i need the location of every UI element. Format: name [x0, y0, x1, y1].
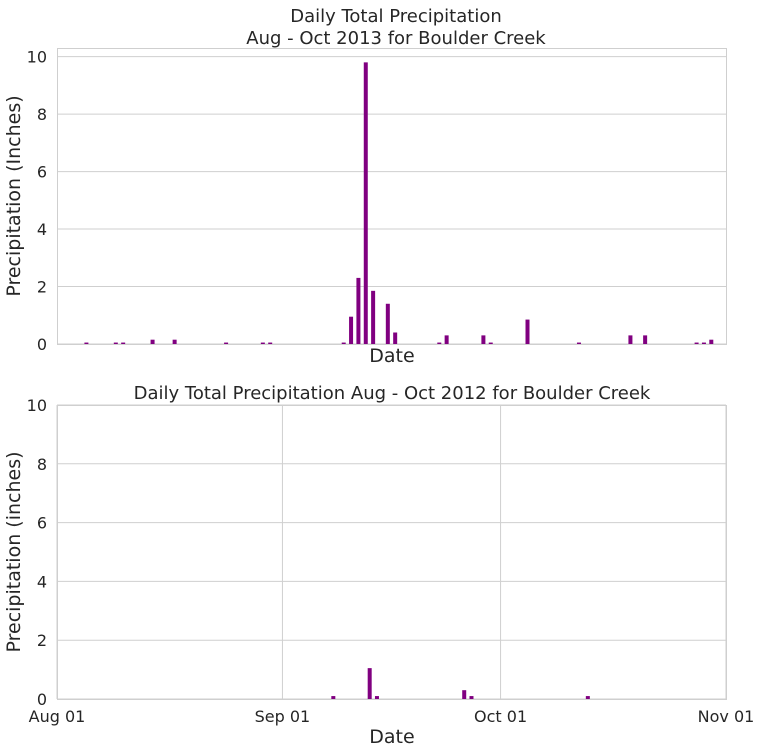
- chart-2013-bar: [709, 339, 714, 344]
- chart-2013-bar: [113, 342, 118, 344]
- chart-2013-bar: [701, 342, 706, 344]
- chart-2012-y-tick-label: 4: [37, 572, 47, 591]
- chart-2013-plot-frame: [57, 48, 727, 345]
- chart-2013-title: Daily Total Precipitation: [290, 6, 502, 27]
- chart-2012-x-tick-label: Aug 01: [29, 707, 86, 726]
- chart-2013-bar: [628, 335, 633, 344]
- chart-2013-bar: [437, 342, 442, 344]
- chart-2013: Daily Total Precipitation Aug - Oct 2013…: [3, 6, 727, 367]
- chart-2013-bar: [84, 342, 89, 344]
- chart-2013-bars: [84, 62, 714, 345]
- chart-2012-bar: [331, 696, 336, 699]
- chart-2012-y-tick-label: 6: [37, 514, 47, 533]
- chart-2012-x-axis-label: Date: [369, 726, 414, 748]
- chart-2013-y-ticks: 0 2 4 6 8 10: [27, 48, 47, 354]
- chart-2013-bar: [525, 319, 530, 344]
- chart-2012: Daily Total Precipitation Aug - Oct 2012…: [3, 383, 754, 748]
- chart-2013-y-tick-label: 6: [37, 163, 47, 182]
- chart-2013-bar: [576, 342, 581, 344]
- chart-2012-bar: [367, 668, 372, 699]
- chart-2012-bar: [469, 696, 474, 699]
- chart-2013-y-tick-label: 8: [37, 105, 47, 124]
- chart-2013-gridlines: [57, 56, 726, 345]
- chart-2013-bar: [363, 62, 368, 345]
- chart-2012-y-tick-label: 10: [27, 396, 47, 415]
- chart-2013-bar: [121, 342, 126, 344]
- chart-2012-y-ticks: 0 2 4 6 8 10: [27, 396, 47, 709]
- chart-2013-bar: [260, 342, 265, 344]
- chart-2013-x-axis-label: Date: [369, 345, 414, 367]
- chart-2013-bar: [224, 342, 229, 344]
- chart-2013-bar: [643, 335, 648, 344]
- chart-2013-y-axis-label: Precipitation (Inches): [3, 95, 25, 296]
- chart-2013-y-tick-label: 2: [37, 278, 47, 297]
- chart-2013-bar: [488, 342, 493, 344]
- chart-2013-bar: [268, 342, 273, 344]
- chart-2012-plot-frame: [57, 405, 727, 700]
- chart-2013-bar: [371, 290, 376, 344]
- chart-2012-x-tick-label: Nov 01: [698, 707, 755, 726]
- chart-2013-y-tick-label: 10: [27, 48, 47, 67]
- chart-2012-gridlines: [56, 404, 727, 700]
- chart-2012-x-tick-label: Oct 01: [474, 707, 527, 726]
- chart-2013-bar: [481, 335, 486, 344]
- chart-2013-subtitle: Aug - Oct 2013 for Boulder Creek: [246, 28, 546, 49]
- chart-2012-y-axis-label: Precipitation (inches): [3, 451, 25, 652]
- chart-2012-bar: [462, 690, 467, 699]
- chart-2013-bar: [349, 316, 354, 344]
- chart-2013-y-tick-label: 0: [37, 335, 47, 354]
- chart-2012-x-ticks: Aug 01 Sep 01 Oct 01 Nov 01: [29, 707, 755, 726]
- chart-2013-bar: [150, 339, 155, 344]
- chart-2012-bar: [374, 696, 379, 699]
- chart-2013-bar: [694, 342, 699, 344]
- chart-2013-y-tick-label: 4: [37, 220, 47, 239]
- chart-2012-y-tick-label: 8: [37, 455, 47, 474]
- chart-2012-bar: [585, 696, 590, 699]
- chart-2012-y-tick-label: 0: [37, 690, 47, 709]
- chart-2012-x-tick-label: Sep 01: [255, 707, 311, 726]
- chart-2012-title: Daily Total Precipitation Aug - Oct 2012…: [134, 383, 651, 404]
- chart-2012-y-tick-label: 2: [37, 631, 47, 650]
- chart-2013-bar: [385, 303, 390, 344]
- chart-2013-bar: [172, 339, 177, 344]
- chart-2013-bar: [444, 335, 449, 344]
- chart-2013-bar: [341, 342, 346, 344]
- chart-2013-bar: [356, 277, 361, 344]
- chart-2013-bar: [393, 332, 398, 344]
- chart-2012-bars: [331, 668, 590, 699]
